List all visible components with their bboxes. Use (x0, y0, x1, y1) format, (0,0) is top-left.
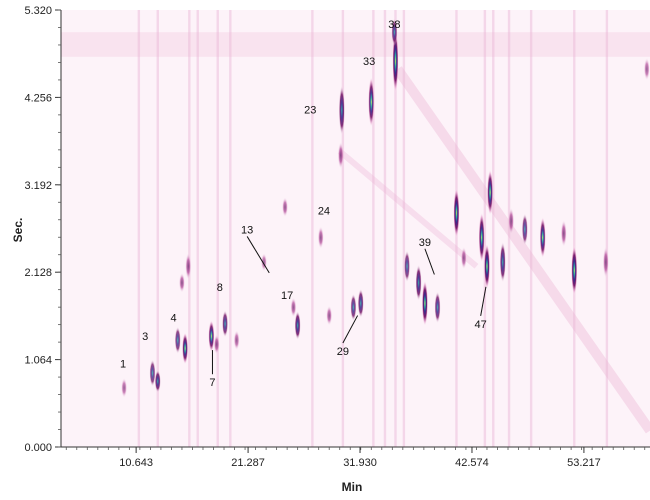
peak (208, 320, 215, 352)
peak (560, 219, 567, 247)
peak-label: 23 (304, 105, 316, 117)
axes-ticks: 10.643 21.287 31.930 42.574 53.217 0.000 1.064… (24, 5, 646, 469)
vertical-streak (605, 10, 609, 447)
peak-label: 3 (142, 331, 148, 343)
peak (508, 207, 515, 235)
vertical-streak (402, 10, 406, 447)
vertical-streak (573, 10, 576, 447)
peak (415, 264, 422, 301)
vertical-streak (483, 10, 487, 447)
y-tick-label: 2.128 (24, 267, 52, 279)
peak (357, 288, 364, 318)
peak (317, 226, 324, 249)
peak (282, 197, 289, 218)
peak (294, 310, 301, 340)
peak (460, 246, 467, 270)
y-tick-label: 3.192 (24, 180, 52, 192)
vertical-streak (529, 10, 533, 447)
peak (213, 334, 220, 355)
x-tick-label: 21.287 (231, 457, 265, 469)
x-axis-title: Min (342, 480, 363, 494)
vertical-streak (229, 10, 232, 447)
leader-line (480, 286, 487, 316)
peak (338, 85, 345, 136)
peak-label: 47 (475, 319, 487, 331)
x-tick-label: 42.574 (455, 457, 489, 469)
y-axis-title: Sec. (11, 218, 25, 243)
vertical-streak (341, 10, 345, 447)
peak (391, 18, 398, 46)
peak (178, 272, 185, 293)
peak (487, 169, 494, 215)
peak (404, 250, 411, 283)
peak (154, 369, 161, 393)
peak (185, 252, 192, 280)
peak (182, 332, 189, 365)
peak-label: 4 (170, 312, 176, 324)
peak-label: 38 (388, 19, 400, 31)
peak (350, 293, 357, 321)
x-tick-label: 53.217 (567, 457, 601, 469)
peak-label: 29 (337, 346, 349, 358)
peak (233, 330, 240, 351)
vertical-streak (311, 10, 314, 447)
vertical-streak (372, 10, 375, 447)
y-tick-label: 1.064 (24, 355, 52, 367)
peak (326, 305, 333, 326)
peak-label: 33 (363, 56, 375, 68)
peak (121, 377, 128, 398)
vertical-streak (137, 10, 141, 447)
y-tick-label: 5.320 (24, 5, 52, 17)
peak (434, 291, 441, 324)
vertical-streak (394, 10, 397, 447)
y-tick-label: 0.000 (24, 442, 52, 454)
peak (453, 188, 460, 238)
peak (539, 217, 546, 258)
vertical-streak (383, 10, 387, 447)
background-bands (61, 32, 650, 434)
x-tick-label: 10.643 (119, 457, 153, 469)
peak-label: 17 (281, 290, 293, 302)
vertical-streak (188, 10, 191, 447)
peak-label: 8 (217, 282, 223, 294)
peak-label: 7 (209, 377, 215, 389)
peak (602, 246, 609, 278)
peak (290, 297, 297, 318)
peak (174, 326, 181, 354)
peak (499, 241, 506, 283)
diagonal-band (337, 148, 479, 269)
peak-label: 1 (120, 358, 126, 370)
peak-label: 13 (241, 224, 253, 236)
y-tick-label: 4.256 (24, 92, 52, 104)
peak (149, 359, 156, 387)
leader-line (424, 248, 435, 275)
peak (571, 245, 578, 296)
column-bleed-band (61, 32, 650, 57)
vertical-streak (492, 10, 495, 447)
vertical-streak (156, 10, 159, 447)
vertical-streak (196, 10, 199, 447)
peak (643, 57, 650, 81)
peak (521, 213, 528, 246)
diagonal-band (393, 66, 650, 434)
peak-label: 39 (419, 237, 431, 249)
peak (222, 310, 229, 338)
peak (337, 141, 344, 169)
leader-line (246, 236, 270, 274)
peak (368, 77, 375, 127)
peaks-layer (121, 18, 650, 398)
vertical-streak (216, 10, 219, 447)
peak (421, 280, 428, 326)
peak (483, 243, 490, 289)
peak (478, 212, 485, 263)
leader-line (342, 315, 359, 344)
peak-label: 24 (318, 206, 330, 218)
x-tick-label: 31.930 (343, 457, 377, 469)
